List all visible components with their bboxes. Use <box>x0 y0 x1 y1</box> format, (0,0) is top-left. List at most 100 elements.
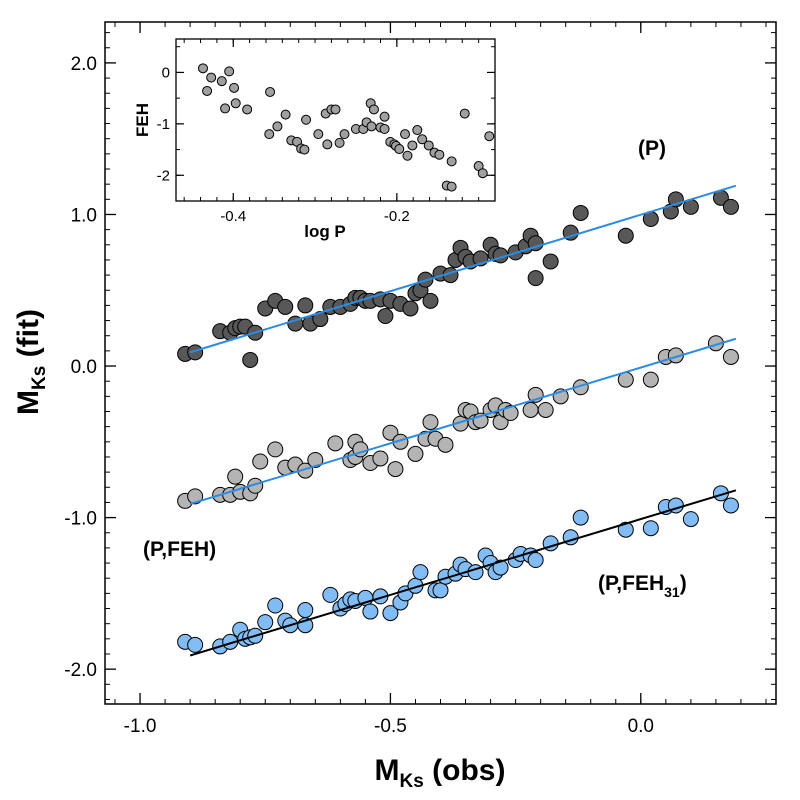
inset-data-point <box>322 139 333 150</box>
y-tick-label: -2.0 <box>64 660 97 681</box>
inset-x-axis-title: log P <box>304 222 346 241</box>
inset-frame <box>175 38 496 202</box>
data-point <box>372 450 389 467</box>
inset-data-point <box>423 140 434 151</box>
y-axis-title: MKs (fit) <box>12 309 50 415</box>
inset-data-point <box>334 137 345 148</box>
inset-data-point <box>220 103 231 114</box>
fit-line <box>189 184 737 354</box>
inset-plot: -0.4 -0.2 0 -1 -2 log P FEH <box>133 38 496 241</box>
main-plot: -1.0 -0.5 0.0 -2.0 -1.0 0.0 1.0 2.0 MKs (obs) MKs… <box>12 21 777 792</box>
data-point <box>327 435 344 452</box>
data-point <box>227 468 244 485</box>
x-tick-label: -1.0 <box>124 716 157 737</box>
inset-data-point <box>202 85 213 96</box>
data-point <box>422 414 439 431</box>
inset-data-point <box>434 149 445 160</box>
data-point <box>382 605 399 622</box>
inset-data-point <box>368 104 379 115</box>
inset-data-point <box>417 134 428 145</box>
inset-data-point <box>299 144 310 155</box>
y-tick-label: 1.0 <box>71 205 97 226</box>
inset-data-point <box>197 63 208 74</box>
data-point <box>572 509 589 526</box>
data-point <box>267 441 284 458</box>
inset-data-point <box>229 82 240 93</box>
data-point <box>312 311 329 328</box>
inset-y-axis-title: FEH <box>133 103 152 137</box>
data-point <box>412 564 429 581</box>
inset-data-point <box>484 131 495 142</box>
x-tick-label: -0.5 <box>374 716 407 737</box>
series-label: (P,FEH31) <box>598 572 687 600</box>
data-point <box>722 348 739 365</box>
data-point <box>322 586 339 603</box>
inset-x-tick-label: -0.2 <box>384 208 410 225</box>
x-axis-title: MKs (obs) <box>375 754 506 792</box>
data-point <box>642 371 659 388</box>
inset-data-point <box>446 156 457 167</box>
data-point <box>502 405 519 422</box>
inset-data-point <box>230 98 241 109</box>
data-point <box>387 461 404 478</box>
inset-series <box>197 63 495 192</box>
x-tick-label: 0.0 <box>628 716 654 737</box>
data-point <box>522 401 539 418</box>
data-point <box>242 351 259 368</box>
inset-data-point <box>366 121 377 132</box>
inset-x-tick-label: -0.4 <box>220 208 246 225</box>
inset-data-point <box>330 104 341 115</box>
data-point <box>527 552 544 569</box>
data-point <box>297 602 314 619</box>
inset-data-point <box>477 168 488 179</box>
data-point <box>617 227 634 244</box>
inset-data-point <box>394 144 405 155</box>
data-point <box>682 511 699 528</box>
inset-data-point <box>379 124 390 134</box>
data-point <box>542 253 559 270</box>
data-point <box>267 597 284 614</box>
data-point <box>252 453 269 470</box>
inset-data-point <box>206 72 217 83</box>
inset-data-point <box>264 129 275 140</box>
data-point <box>297 297 314 314</box>
inset-data-point <box>400 129 411 140</box>
inset-data-point <box>265 86 276 97</box>
data-point <box>187 488 204 505</box>
inset-data-point <box>339 129 350 140</box>
inset-data-point <box>402 150 413 161</box>
series-2 <box>177 335 739 509</box>
data-point <box>307 451 324 468</box>
series-3 <box>177 485 739 657</box>
data-point <box>722 497 739 514</box>
series-label: (P) <box>638 137 666 160</box>
inset-data-point <box>412 125 423 136</box>
y-tick-label: 2.0 <box>71 54 97 75</box>
data-point <box>572 204 589 221</box>
inset-data-point <box>272 121 283 132</box>
inset-data-point <box>459 108 470 119</box>
inset-data-point <box>407 140 418 151</box>
inset-y-tick-label: -1 <box>157 116 170 133</box>
data-point <box>257 614 274 631</box>
data-point <box>617 521 634 538</box>
inset-data-point <box>313 129 324 140</box>
data-point <box>722 198 739 215</box>
data-point <box>492 559 509 576</box>
series-1 <box>177 184 739 368</box>
data-point <box>642 520 659 537</box>
fit-line <box>189 337 737 505</box>
inset-y-tick-label: -2 <box>157 167 170 184</box>
inset-data-point <box>242 104 253 115</box>
data-point <box>382 424 399 441</box>
data-point <box>407 445 424 462</box>
data-point <box>187 636 204 653</box>
data-point <box>277 298 294 315</box>
data-point <box>527 270 544 287</box>
data-point <box>422 292 439 309</box>
data-point <box>432 582 449 599</box>
y-tick-label: 0.0 <box>71 357 97 378</box>
data-point <box>402 300 419 317</box>
data-point <box>187 344 204 361</box>
